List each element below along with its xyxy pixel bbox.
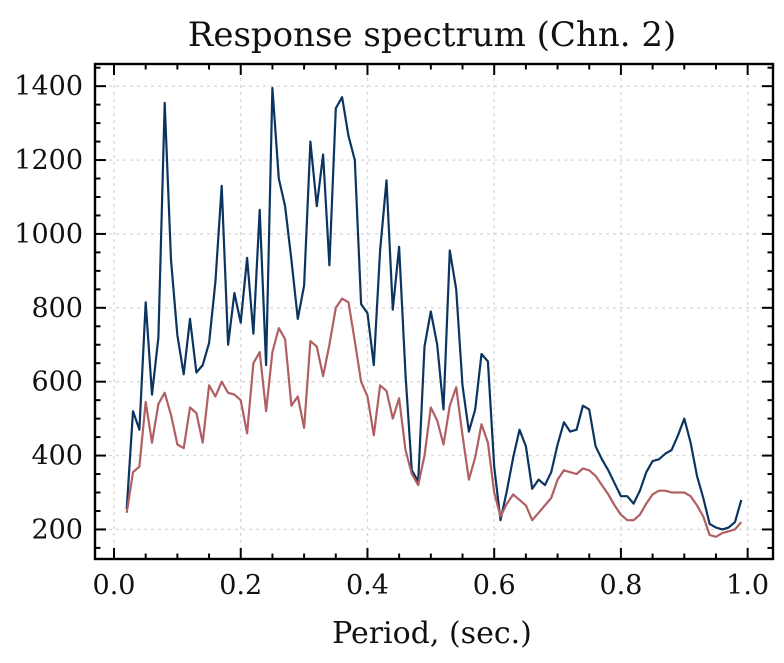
x-tick-label: 0.8: [599, 570, 642, 601]
y-tick-label: 200: [31, 514, 83, 545]
chart-title: Response spectrum (Chn. 2): [188, 15, 677, 55]
plot-frame: [93, 62, 775, 561]
y-tick-label: 1000: [14, 219, 83, 250]
y-tick-label: 1400: [14, 71, 83, 102]
y-tick-label: 600: [31, 367, 83, 398]
x-tick-label: 0.2: [219, 570, 262, 601]
x-tick-label: 0.6: [473, 570, 516, 601]
ticks: 0.0 0.2 0.4 0.6 0.8 1.0 200 400 600 800 1000 1200 14…: [14, 64, 773, 601]
y-tick-label: 1200: [14, 145, 83, 176]
x-tick-label: 0.4: [346, 570, 389, 601]
x-axis-label: Period, (sec.): [332, 616, 532, 651]
series-layer: [125, 86, 743, 538]
x-tick-label: 1.0: [726, 570, 769, 601]
y-tick-label: 400: [31, 441, 83, 472]
series-line-2: [125, 297, 743, 538]
y-tick-label: 800: [31, 293, 83, 324]
x-tick-label: 0.0: [93, 570, 136, 601]
series-line-1: [125, 86, 743, 531]
